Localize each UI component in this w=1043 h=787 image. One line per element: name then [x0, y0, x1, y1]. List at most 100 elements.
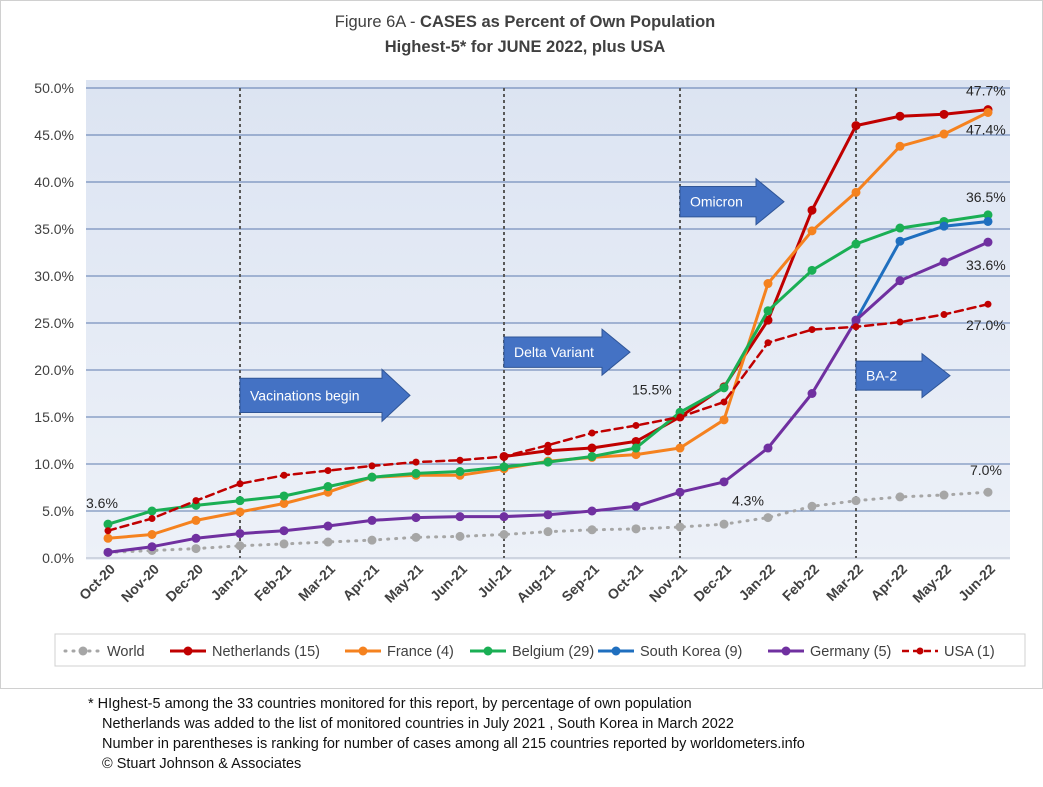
data-point — [631, 524, 641, 534]
data-point — [807, 501, 817, 511]
data-point — [499, 462, 509, 472]
chart-svg: Figure 6A - CASES as Percent of Own Popu… — [0, 0, 1043, 689]
annotation-arrow — [855, 352, 951, 399]
data-point — [983, 216, 993, 226]
y-tick-label: 15.0% — [34, 409, 74, 425]
y-tick-label: 5.0% — [42, 503, 74, 519]
data-point — [543, 457, 553, 467]
data-point — [236, 480, 244, 488]
footnote-line: Netherlands was added to the list of mon… — [102, 716, 734, 732]
data-point — [895, 492, 905, 502]
annotation-arrow — [503, 328, 631, 377]
y-tick-label: 40.0% — [34, 174, 74, 190]
annotation-label: Vacinations begin — [250, 387, 359, 403]
data-point — [147, 542, 157, 552]
y-tick-label: 0.0% — [42, 550, 74, 566]
annotation-arrow — [679, 177, 785, 226]
chart-area: Figure 6A - CASES as Percent of Own Popu… — [0, 0, 1043, 689]
legend-label: Netherlands (15) — [212, 644, 320, 660]
series-group — [103, 210, 993, 529]
data-point — [719, 477, 729, 487]
data-point — [807, 389, 817, 398]
y-tick-label: 45.0% — [34, 127, 74, 143]
data-point — [367, 515, 377, 525]
data-label: 33.6% — [966, 257, 1006, 273]
data-point — [411, 513, 421, 523]
data-point — [807, 205, 817, 215]
annotation-label: Delta Variant — [514, 344, 594, 360]
data-point — [807, 265, 817, 275]
legend-item: Belgium (29) — [470, 644, 594, 660]
data-label: 47.4% — [966, 121, 1006, 137]
data-point — [676, 413, 684, 421]
data-point — [675, 487, 685, 497]
data-point — [192, 497, 200, 505]
data-point — [631, 443, 641, 453]
data-point — [323, 482, 333, 492]
data-point — [367, 535, 377, 545]
data-point — [587, 525, 597, 535]
legend-item: World — [63, 644, 145, 660]
footnote: * HIghest-5 among the 33 countries monit… — [88, 694, 1028, 774]
data-point — [852, 323, 860, 331]
data-point — [675, 522, 685, 532]
data-point — [191, 515, 201, 525]
data-point — [807, 226, 817, 236]
data-point — [323, 537, 333, 547]
data-point — [808, 326, 816, 334]
data-point — [588, 429, 596, 437]
data-point — [147, 530, 157, 539]
data-point — [983, 237, 993, 247]
data-point — [895, 141, 905, 151]
annotation-label: Omicron — [690, 194, 743, 210]
data-point — [983, 107, 993, 117]
data-point — [851, 496, 861, 506]
chart-title: Figure 6A - CASES as Percent of Own Popu… — [335, 13, 716, 31]
data-point — [368, 462, 376, 470]
data-point — [499, 512, 509, 522]
y-tick-label: 20.0% — [34, 362, 74, 378]
y-tick-label: 30.0% — [34, 268, 74, 284]
data-point — [543, 510, 553, 520]
data-point — [235, 507, 245, 517]
data-point — [632, 421, 640, 429]
legend-marker — [781, 646, 791, 656]
annotation-label: BA-2 — [866, 368, 897, 384]
data-point — [455, 467, 465, 477]
data-point — [456, 456, 464, 464]
data-point — [631, 450, 641, 460]
data-label: 3.6% — [86, 495, 118, 511]
data-label: 27.0% — [966, 317, 1006, 333]
data-point — [103, 519, 113, 529]
data-point — [984, 300, 992, 308]
legend-item: South Korea (9) — [598, 644, 742, 660]
data-point — [939, 109, 949, 119]
data-point — [675, 443, 685, 453]
data-point — [280, 471, 288, 479]
y-tick-label: 10.0% — [34, 456, 74, 472]
data-point — [235, 496, 245, 506]
data-point — [148, 515, 156, 523]
legend-item: Germany (5) — [768, 644, 891, 660]
data-point — [940, 311, 948, 319]
data-point — [587, 451, 597, 461]
legend-marker — [483, 646, 493, 656]
data-point — [543, 527, 553, 537]
data-point — [631, 436, 641, 446]
data-point — [895, 276, 905, 286]
legend-marker — [183, 646, 193, 656]
data-point — [323, 521, 333, 531]
data-label: 7.0% — [970, 462, 1002, 478]
data-point — [851, 121, 861, 131]
data-point — [455, 512, 465, 522]
data-point — [719, 383, 729, 393]
data-point — [147, 506, 157, 516]
data-label: 4.3% — [732, 493, 764, 509]
footnote-line: Number in parentheses is ranking for num… — [102, 736, 805, 752]
legend-item: USA (1) — [902, 644, 995, 660]
series-group — [103, 237, 993, 557]
y-tick-label: 50.0% — [34, 80, 74, 96]
footnote-line: © Stuart Johnson & Associates — [102, 756, 302, 772]
data-label: 15.5% — [632, 381, 672, 397]
legend-label: France (4) — [387, 644, 454, 660]
